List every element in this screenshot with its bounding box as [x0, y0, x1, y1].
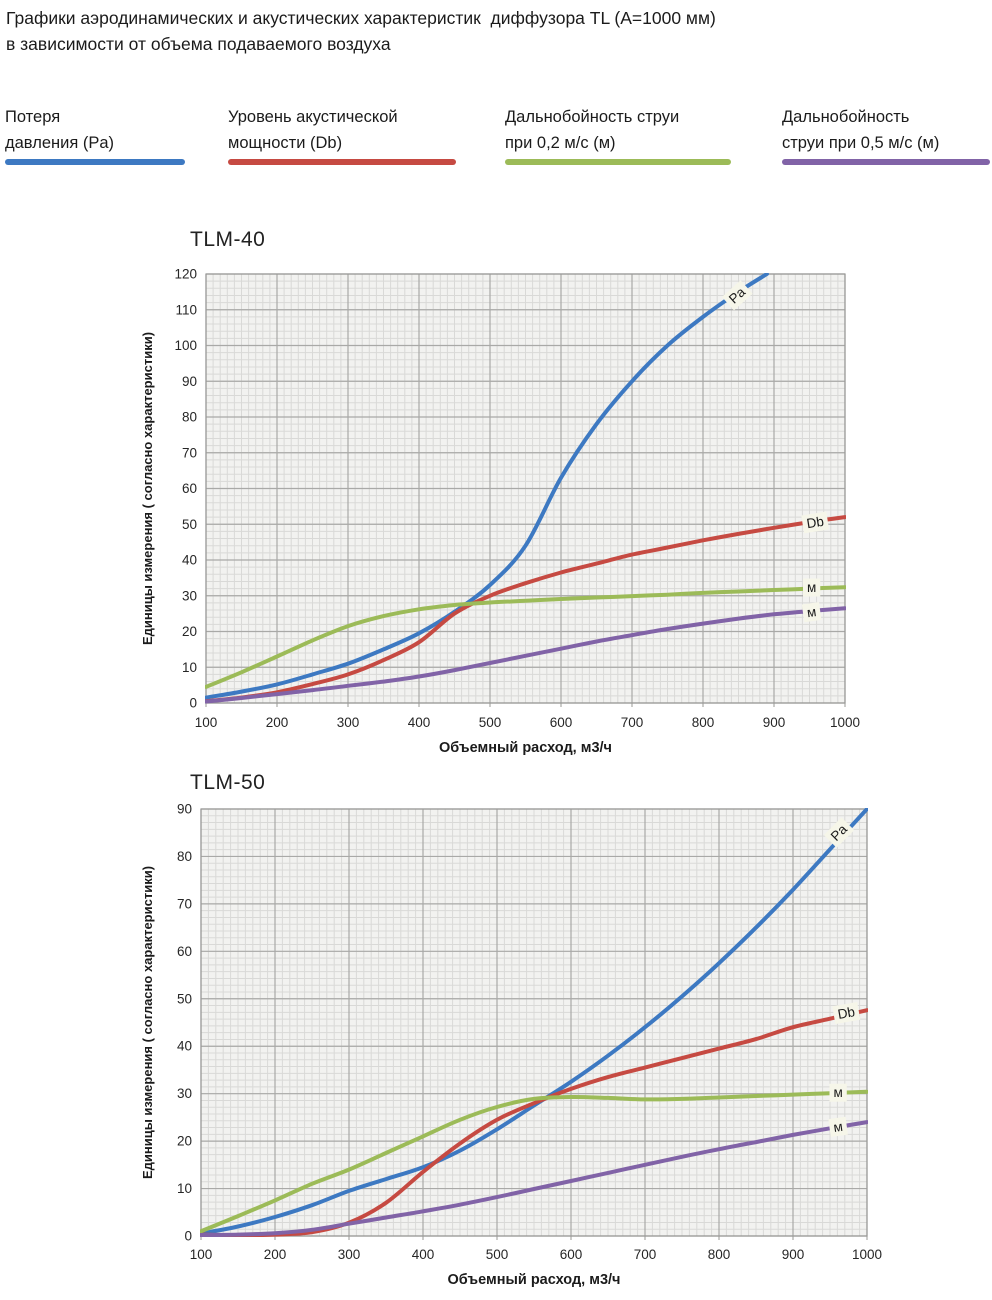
x-axis-title: Объемный расход, м3/ч — [439, 740, 612, 756]
y-tick-label: 60 — [177, 944, 192, 959]
svg-text:Db: Db — [836, 1004, 856, 1022]
chart-canvas-tlm-40: 100 200 300 400 500 600 700 800 900 1000 0 10 20 30 40… — [140, 267, 860, 757]
x-tick-label: 800 — [692, 715, 715, 730]
x-tick-label: 200 — [264, 1247, 287, 1262]
chart-title-tlm-50: TLM-50 — [190, 771, 266, 794]
x-tick-label: 100 — [195, 715, 218, 730]
y-tick-label: 10 — [177, 1181, 192, 1196]
legend-color-bar — [228, 159, 456, 165]
series-group — [200, 808, 868, 1237]
line-label-м: м — [802, 578, 821, 597]
x-tick-label: 700 — [634, 1247, 657, 1262]
series-line-m05 — [205, 606, 846, 704]
y-tick-label: 70 — [182, 445, 197, 460]
y-tick-label: 100 — [174, 338, 197, 353]
y-tick-label: 80 — [177, 849, 192, 864]
x-tick-label: 300 — [337, 715, 360, 730]
legend-item-throw-02: Дальнобойность струи при 0,2 м/с (м) — [505, 104, 731, 165]
y-tick-label: 40 — [182, 553, 197, 568]
legend: Потеря давления (Pa) Уровень акустическо… — [0, 104, 992, 166]
x-tick-label: 300 — [338, 1247, 361, 1262]
series-group — [205, 273, 846, 704]
legend-color-bar — [505, 159, 731, 165]
x-tick-label: 600 — [560, 1247, 583, 1262]
line-label-м: м — [828, 1116, 848, 1137]
y-tick-label: 20 — [177, 1134, 192, 1149]
x-tick-label: 800 — [708, 1247, 731, 1262]
y-tick-label: 70 — [177, 896, 192, 911]
y-axis-title: Единицы измерения ( согласно характерист… — [140, 866, 155, 1179]
y-tick-label: 90 — [182, 374, 197, 389]
chart-canvas-tlm-50: 100 200 300 400 500 600 700 800 900 1000 0 10 20 30 40… — [140, 802, 882, 1289]
legend-item-label: Уровень акустической мощности (Db) — [228, 108, 398, 152]
y-tick-label: 110 — [175, 302, 197, 317]
series-line-db — [205, 515, 846, 704]
svg-text:м: м — [833, 1119, 844, 1135]
x-tick-label: 600 — [550, 715, 573, 730]
tick-labels: 100 200 300 400 500 600 700 800 900 1000 0 10 20 30 40… — [177, 802, 882, 1263]
series-line-m02 — [205, 585, 846, 689]
svg-text:м: м — [833, 1085, 842, 1100]
x-tick-label: 500 — [486, 1247, 509, 1262]
y-tick-label: 40 — [177, 1039, 192, 1054]
legend-item-sound-power: Уровень акустической мощности (Db) — [228, 104, 456, 165]
line-label-м: м — [829, 1083, 847, 1102]
x-tick-label: 200 — [266, 715, 289, 730]
svg-text:м: м — [807, 580, 816, 595]
series-line-pa — [205, 273, 769, 700]
y-tick-label: 20 — [182, 624, 197, 639]
x-tick-label: 100 — [190, 1247, 213, 1262]
y-tick-label: 60 — [182, 481, 197, 496]
legend-item-throw-05: Дальнобойность струи при 0,5 м/с (м) — [782, 104, 990, 165]
y-axis-title: Единицы измерения ( согласно характерист… — [140, 332, 155, 645]
svg-text:м: м — [806, 604, 817, 620]
series-line-m02 — [200, 1089, 868, 1234]
legend-color-bar — [5, 159, 185, 165]
plot-border — [200, 808, 868, 1237]
y-tick-label: 0 — [189, 696, 197, 711]
series-line-m05 — [200, 1120, 868, 1237]
y-tick-label: 80 — [182, 410, 197, 425]
x-tick-label: 1000 — [830, 715, 860, 730]
legend-item-label: Дальнобойность струи при 0,2 м/с (м) — [505, 108, 680, 152]
y-tick-label: 50 — [177, 991, 192, 1006]
line-label-db: Db — [832, 1001, 861, 1025]
minor-grid — [201, 809, 867, 1236]
x-tick-label: 500 — [479, 715, 502, 730]
legend-color-bar — [782, 159, 990, 165]
x-tick-label: 1000 — [852, 1247, 882, 1262]
x-tick-label: 900 — [782, 1247, 805, 1262]
x-axis-title: Объемный расход, м3/ч — [448, 1272, 621, 1288]
legend-item-label: Потеря давления (Pa) — [5, 108, 115, 152]
plot-border — [205, 273, 846, 704]
x-tick-label: 400 — [408, 715, 431, 730]
x-tick-label: 900 — [763, 715, 786, 730]
line-label-pa: Pa — [823, 817, 855, 848]
line-label-м: м — [801, 602, 822, 623]
y-tick-label: 30 — [177, 1086, 192, 1101]
series-line-db — [200, 1008, 868, 1237]
y-tick-label: 120 — [174, 267, 197, 282]
x-tick-label: 700 — [621, 715, 644, 730]
svg-text:Db: Db — [805, 514, 824, 532]
y-tick-label: 10 — [182, 660, 197, 675]
legend-item-pressure-loss: Потеря давления (Pa) — [5, 104, 185, 165]
y-tick-label: 50 — [182, 517, 197, 532]
chart-title-tlm-40: TLM-40 — [190, 228, 266, 251]
series-line-pa — [200, 808, 868, 1236]
y-tick-label: 30 — [182, 588, 197, 603]
line-label-db: Db — [801, 511, 830, 534]
x-tick-label: 400 — [412, 1247, 435, 1262]
tick-labels: 100 200 300 400 500 600 700 800 900 1000 0 10 20 30 40… — [174, 267, 860, 731]
legend-item-label: Дальнобойность струи при 0,5 м/с (м) — [782, 108, 940, 152]
y-tick-label: 0 — [184, 1229, 192, 1244]
line-label-pa: Pa — [721, 280, 753, 311]
y-tick-label: 90 — [177, 802, 192, 817]
doc-title: Графики аэродинамических и акустических … — [6, 8, 716, 54]
